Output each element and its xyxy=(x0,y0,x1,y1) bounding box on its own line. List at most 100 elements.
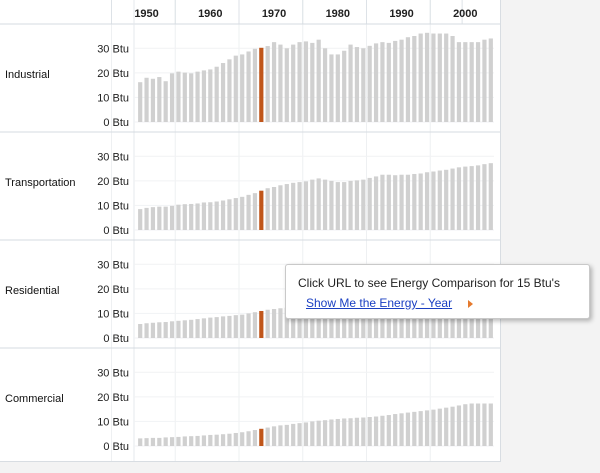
bar xyxy=(246,51,251,123)
row-label-industrial: Industrial xyxy=(5,69,50,81)
bar xyxy=(393,40,398,122)
bar xyxy=(144,323,149,338)
bar xyxy=(303,422,309,446)
bar xyxy=(214,317,219,338)
bar xyxy=(329,180,334,230)
bar xyxy=(201,435,207,446)
bar xyxy=(169,321,175,338)
bar xyxy=(252,312,258,338)
bar xyxy=(169,437,175,446)
bar xyxy=(284,307,289,338)
bar xyxy=(297,42,302,123)
bar xyxy=(444,33,449,122)
highlighted-bar xyxy=(259,47,264,123)
bar xyxy=(463,166,468,230)
bar xyxy=(278,308,283,338)
bar xyxy=(233,432,238,446)
bar xyxy=(233,198,238,230)
bar xyxy=(208,69,213,122)
bar xyxy=(456,405,462,446)
bar xyxy=(189,319,194,338)
bar xyxy=(150,78,156,122)
bar xyxy=(214,201,219,230)
bar xyxy=(176,320,181,338)
bar xyxy=(393,414,398,446)
bar xyxy=(195,319,200,338)
bar xyxy=(297,306,302,338)
bar xyxy=(405,174,411,230)
bar xyxy=(424,32,430,123)
y-tick-label: 20 Btu xyxy=(97,392,129,404)
bar xyxy=(424,172,430,230)
bar xyxy=(367,177,372,230)
bar xyxy=(405,412,411,446)
bar xyxy=(482,403,487,446)
bar xyxy=(220,63,226,122)
bar xyxy=(482,39,487,122)
bar xyxy=(176,436,181,446)
highlighted-bar xyxy=(259,310,264,338)
bar xyxy=(386,42,391,122)
bar xyxy=(138,82,143,122)
bar xyxy=(482,164,487,230)
bar xyxy=(348,180,353,230)
bar xyxy=(265,188,270,230)
bar xyxy=(310,179,315,230)
bar xyxy=(463,42,468,123)
bar xyxy=(208,434,213,446)
bar xyxy=(437,170,442,230)
bar xyxy=(189,436,194,446)
bar xyxy=(488,403,493,446)
y-tick-label: 20 Btu xyxy=(97,68,129,80)
bar xyxy=(335,182,340,230)
bar xyxy=(138,209,143,230)
bar xyxy=(195,435,200,446)
bar xyxy=(386,174,391,230)
bar xyxy=(335,418,340,446)
bar xyxy=(456,167,462,230)
bar xyxy=(271,309,277,338)
bar xyxy=(399,39,404,122)
bar xyxy=(214,434,219,446)
bar xyxy=(284,184,289,230)
row-label-residential: Residential xyxy=(5,285,59,297)
bar xyxy=(278,425,283,446)
y-tick-label: 0 Btu xyxy=(103,441,129,453)
bar xyxy=(182,204,187,230)
bar xyxy=(488,163,493,230)
bar xyxy=(329,304,334,338)
bar xyxy=(450,168,455,230)
bar xyxy=(163,437,168,446)
bar xyxy=(214,66,219,122)
bar xyxy=(297,182,302,230)
bar xyxy=(240,314,245,338)
bar xyxy=(284,48,289,122)
bar xyxy=(329,54,334,122)
row-label-transportation: Transportation xyxy=(5,177,76,189)
bar xyxy=(412,411,417,446)
bar xyxy=(450,406,455,446)
bar xyxy=(227,199,232,230)
bar xyxy=(437,408,442,446)
bar xyxy=(342,50,347,122)
bar xyxy=(424,410,430,446)
bar xyxy=(367,417,372,446)
bar xyxy=(418,33,423,122)
bar xyxy=(412,36,417,122)
bar xyxy=(361,417,366,446)
bar xyxy=(310,305,315,338)
y-tick-label: 20 Btu xyxy=(97,176,129,188)
bar xyxy=(380,174,385,230)
bar xyxy=(469,42,474,123)
bar xyxy=(189,203,194,230)
bar xyxy=(380,415,385,446)
bar xyxy=(201,318,207,338)
bar xyxy=(373,416,379,446)
show-me-the-energy-link[interactable]: Show Me the Energy - Year xyxy=(306,296,453,310)
bar xyxy=(240,196,245,230)
energy-consumption-chart: 1950 1960 1970 1980 1990 2000 0 Btu 10 Btu 20 Bt… xyxy=(0,0,500,461)
bar xyxy=(488,38,493,123)
bar xyxy=(342,418,347,446)
bar xyxy=(329,419,334,446)
bar xyxy=(373,43,379,122)
